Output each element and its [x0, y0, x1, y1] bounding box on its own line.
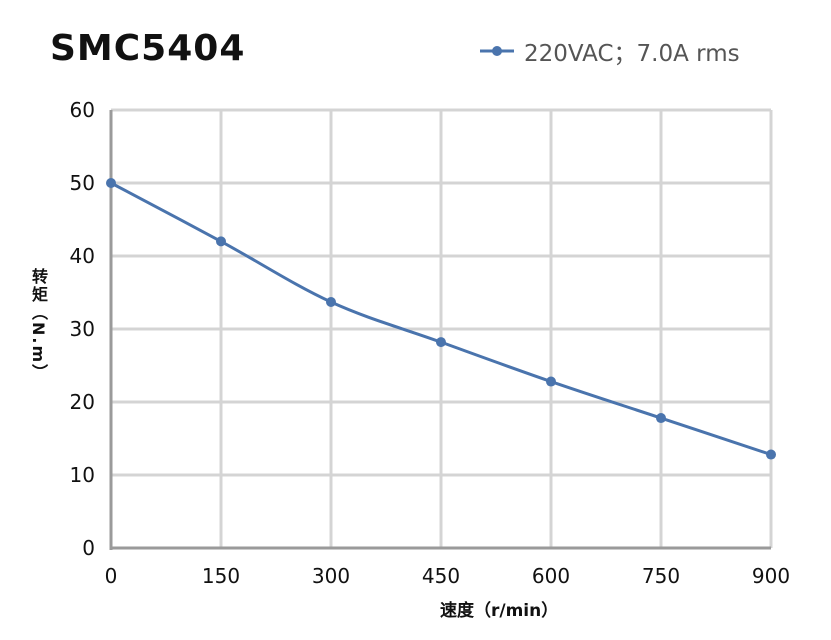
y-tick-label: 50 [70, 171, 95, 195]
y-axis-label: 转矩（N.m） [29, 268, 48, 383]
legend-label: 220VAC；7.0A rms [524, 41, 740, 67]
data-point [326, 296, 336, 307]
x-tick-label: 900 [752, 564, 790, 588]
y-tick-label: 30 [70, 317, 95, 341]
x-tick-label: 300 [312, 564, 350, 588]
legend: 220VAC；7.0A rms [480, 34, 740, 68]
data-point [436, 337, 446, 348]
y-tick-label: 10 [70, 463, 95, 487]
data-point [106, 178, 116, 188]
x-axis-label-text: 速度（r/min） [440, 601, 559, 621]
x-tick-label: 450 [422, 564, 460, 588]
y-tick-label: 0 [82, 536, 95, 560]
x-tick-label: 600 [532, 564, 570, 588]
data-point [656, 413, 666, 424]
chart-title: SMC5404 [50, 28, 246, 69]
data-point [216, 236, 226, 247]
y-tick-label: 60 [70, 98, 95, 122]
y-tick-label: 40 [70, 244, 95, 268]
y-tick-label: 20 [70, 390, 95, 414]
data-point [546, 376, 556, 387]
x-tick-label: 750 [642, 564, 680, 588]
x-tick-label: 150 [202, 564, 240, 588]
x-tick-label: 0 [105, 564, 118, 588]
legend-marker-icon [480, 46, 514, 56]
data-point [766, 449, 776, 460]
